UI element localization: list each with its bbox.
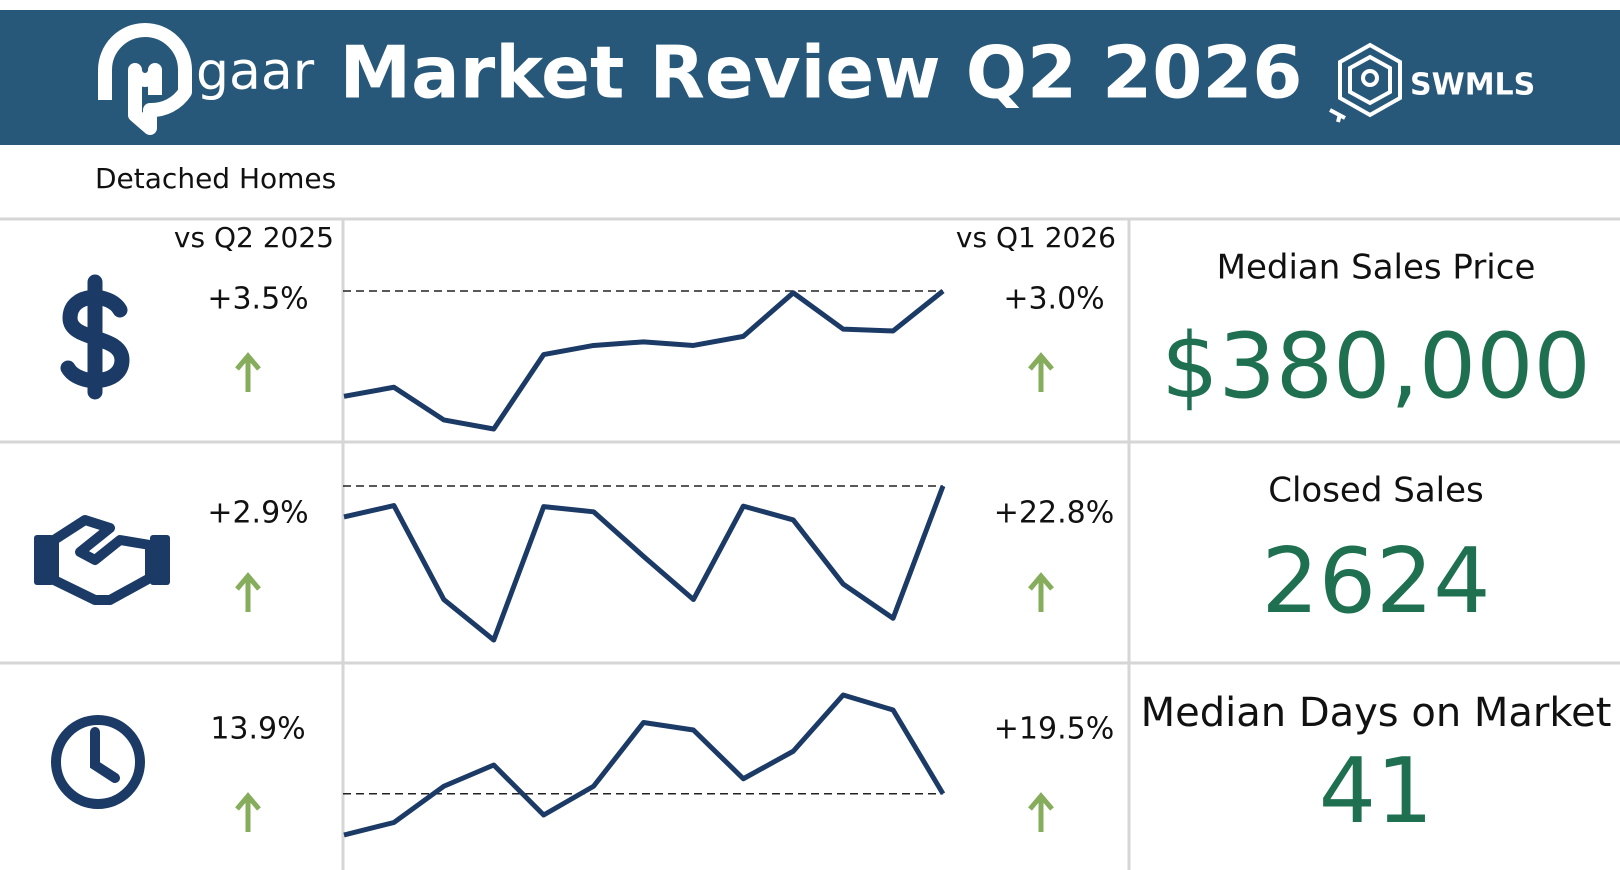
vs-year-change: +3.5% [207, 282, 308, 317]
sparkline [343, 485, 946, 643]
handshake-icon [34, 515, 170, 605]
metric-value: $380,000 [1161, 314, 1590, 419]
metric-value: 41 [1319, 739, 1434, 844]
metric-value: 2624 [1261, 529, 1490, 634]
dollar-icon [60, 274, 130, 400]
clock-icon [51, 715, 145, 809]
vs-quarter-change: +22.8% [994, 496, 1114, 531]
gaar-logo-icon [98, 23, 192, 135]
up-arrow [235, 572, 261, 612]
vs-quarter-change: +3.0% [1003, 282, 1104, 317]
subtitle: Detached Homes [95, 162, 336, 195]
sparkline [343, 692, 946, 838]
metric-label: Median Days on Market [1141, 690, 1612, 736]
vs-quarter-change: +19.5% [994, 712, 1114, 747]
vs-year-change: 13.9% [210, 712, 305, 747]
vs-year-change: +2.9% [207, 496, 308, 531]
partner-text: SWMLS [1410, 68, 1535, 103]
up-arrow [1028, 792, 1054, 832]
logo-text: gaar [196, 42, 315, 102]
up-arrow [235, 352, 261, 392]
title: Market Review Q2 2026 [339, 31, 1302, 115]
comparison-label: vs Q1 2026 [956, 221, 1116, 254]
sparkline [343, 289, 945, 432]
metric-label: Closed Sales [1268, 471, 1484, 511]
comparison-label: vs Q2 2025 [174, 221, 334, 254]
swmls-logo-icon [1329, 42, 1402, 123]
metric-label: Median Sales Price [1217, 248, 1536, 288]
up-arrow [235, 792, 261, 832]
up-arrow [1028, 572, 1054, 612]
up-arrow [1028, 352, 1054, 392]
